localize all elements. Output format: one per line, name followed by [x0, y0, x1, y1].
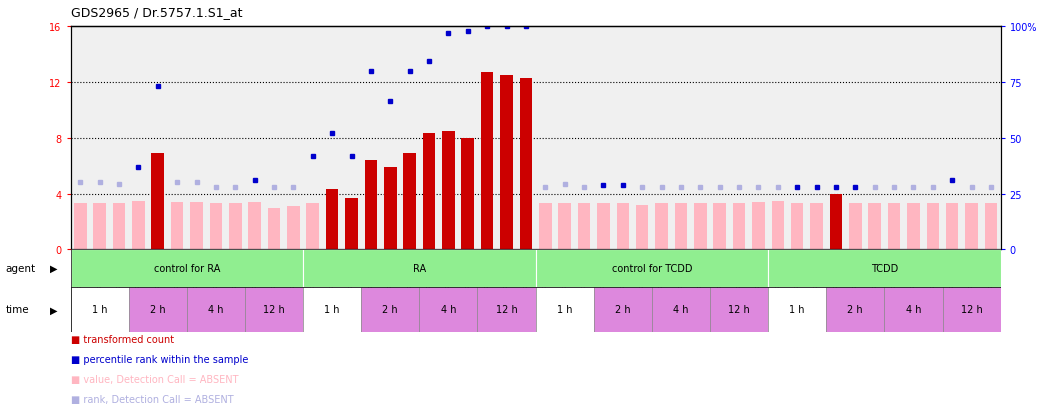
Bar — [943, 287, 1001, 332]
Bar — [597, 204, 609, 250]
Text: 12 h: 12 h — [496, 305, 517, 315]
Bar — [791, 204, 803, 250]
Text: 12 h: 12 h — [961, 305, 982, 315]
Text: 2 h: 2 h — [847, 305, 864, 315]
Bar — [985, 204, 998, 250]
Text: 1 h: 1 h — [790, 305, 804, 315]
Bar — [849, 204, 862, 250]
Bar — [303, 287, 361, 332]
Text: ▶: ▶ — [50, 263, 57, 273]
Bar — [268, 208, 280, 250]
Text: 12 h: 12 h — [729, 305, 749, 315]
Bar — [536, 250, 768, 287]
Text: ■ rank, Detection Call = ABSENT: ■ rank, Detection Call = ABSENT — [71, 394, 234, 404]
Bar — [419, 287, 477, 332]
Bar — [636, 205, 649, 250]
Bar — [113, 204, 126, 250]
Text: ■ transformed count: ■ transformed count — [71, 335, 173, 344]
Text: 4 h: 4 h — [209, 305, 223, 315]
Bar — [520, 78, 532, 250]
Bar — [927, 204, 939, 250]
Bar — [248, 202, 261, 250]
Bar — [768, 287, 826, 332]
Bar — [710, 287, 768, 332]
Bar — [442, 131, 455, 250]
Bar — [829, 194, 842, 250]
Bar — [129, 287, 187, 332]
Bar — [384, 168, 397, 250]
Text: control for RA: control for RA — [154, 263, 220, 273]
Text: 4 h: 4 h — [674, 305, 688, 315]
Bar — [210, 204, 222, 250]
Bar — [132, 201, 144, 250]
Text: time: time — [5, 305, 29, 315]
Text: 1 h: 1 h — [92, 305, 107, 315]
Bar — [229, 204, 242, 250]
Bar — [675, 204, 687, 250]
Bar — [190, 202, 202, 250]
Bar — [617, 204, 629, 250]
Text: 1 h: 1 h — [325, 305, 339, 315]
Bar — [594, 287, 652, 332]
Text: 2 h: 2 h — [382, 305, 399, 315]
Bar — [306, 204, 319, 250]
Bar — [361, 287, 419, 332]
Bar — [364, 161, 377, 250]
Bar — [768, 250, 1001, 287]
Bar — [869, 204, 881, 250]
Bar — [152, 154, 164, 250]
Text: RA: RA — [413, 263, 426, 273]
Text: GDS2965 / Dr.5757.1.S1_at: GDS2965 / Dr.5757.1.S1_at — [71, 6, 242, 19]
Text: 1 h: 1 h — [557, 305, 572, 315]
Text: ▶: ▶ — [50, 305, 57, 315]
Text: ■ value, Detection Call = ABSENT: ■ value, Detection Call = ABSENT — [71, 374, 238, 384]
Bar — [811, 204, 823, 250]
Bar — [884, 287, 943, 332]
Bar — [558, 204, 571, 250]
Bar — [346, 198, 358, 250]
Bar — [500, 76, 513, 250]
Bar — [187, 287, 245, 332]
Bar — [477, 287, 536, 332]
Bar — [655, 204, 667, 250]
Bar — [288, 206, 300, 250]
Bar — [71, 250, 303, 287]
Bar — [713, 204, 726, 250]
Bar — [93, 204, 106, 250]
Bar — [326, 190, 338, 250]
Bar — [171, 202, 184, 250]
Text: 4 h: 4 h — [906, 305, 921, 315]
Bar — [826, 287, 884, 332]
Text: control for TCDD: control for TCDD — [611, 263, 692, 273]
Bar — [771, 201, 784, 250]
Bar — [946, 204, 958, 250]
Bar — [733, 204, 745, 250]
Bar — [887, 204, 900, 250]
Bar — [694, 204, 707, 250]
Bar — [462, 138, 474, 250]
Bar — [907, 204, 920, 250]
Text: agent: agent — [5, 263, 35, 273]
Bar — [578, 204, 591, 250]
Text: 4 h: 4 h — [441, 305, 456, 315]
Bar — [422, 134, 435, 250]
Bar — [303, 250, 536, 287]
Bar — [753, 202, 765, 250]
Bar — [652, 287, 710, 332]
Text: ■ percentile rank within the sample: ■ percentile rank within the sample — [71, 354, 248, 364]
Bar — [74, 204, 86, 250]
Text: TCDD: TCDD — [871, 263, 898, 273]
Bar — [539, 204, 551, 250]
Bar — [71, 287, 129, 332]
Text: 12 h: 12 h — [264, 305, 284, 315]
Bar — [536, 287, 594, 332]
Bar — [245, 287, 303, 332]
Bar — [965, 204, 978, 250]
Bar — [404, 154, 416, 250]
Text: 2 h: 2 h — [614, 305, 631, 315]
Bar — [481, 73, 493, 250]
Text: 2 h: 2 h — [149, 305, 166, 315]
